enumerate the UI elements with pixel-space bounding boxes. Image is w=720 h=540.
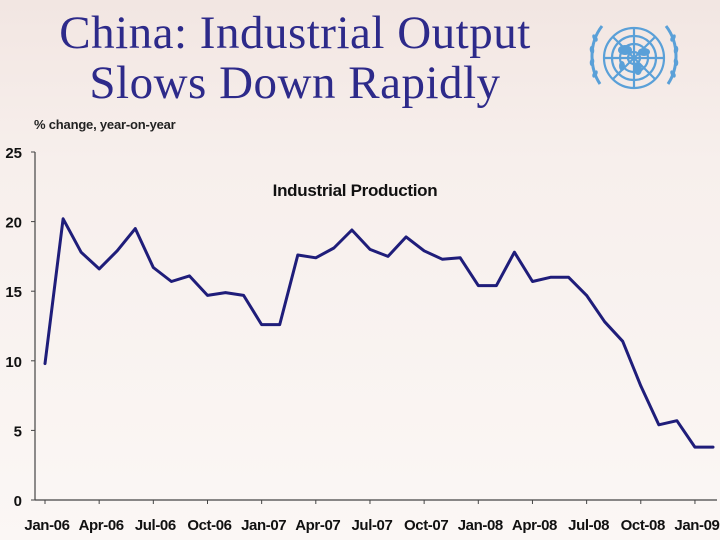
data-point [621,340,624,343]
data-point [440,257,444,261]
data-point [116,249,119,253]
data-point [549,276,552,279]
x-tick-label: Apr-08 [512,517,557,534]
data-point [152,266,155,269]
data-point [477,284,480,287]
y-tick-label: 10 [5,354,22,371]
data-point [188,274,191,278]
x-tick-label: Jul-07 [351,517,392,534]
data-point [404,235,408,239]
data-point [332,246,336,250]
data-point [134,227,137,230]
x-tick-label: Jan-07 [241,517,286,534]
series-line-industrial-production [43,217,715,449]
data-point [206,294,209,297]
data-point [224,291,227,294]
data-point [495,284,498,287]
slide-title: China: Industrial Output Slows Down Rapi… [0,8,590,108]
data-point [567,276,570,279]
data-point [368,248,372,251]
industrial-production-chart: 0 5 10 15 20 25 Jan-06 Apr-06 Jul-06 Oct-06 Jan-07… [0,112,720,540]
y-tick-label: 0 [14,493,22,510]
data-point [603,320,606,324]
data-point [459,256,462,259]
data-point [675,419,679,422]
data-point [61,217,65,221]
x-tick-label: Jan-09 [674,517,719,534]
data-point [79,251,83,254]
x-tick-label: Oct-07 [404,517,448,534]
data-point [585,294,588,297]
slide-title-line2: Slows Down Rapidly [89,57,501,109]
x-tick-label: Jan-06 [24,517,69,534]
y-tick-label: 25 [5,145,22,162]
data-point [657,423,661,427]
data-point [43,362,47,365]
data-point [639,384,642,388]
data-point [711,445,715,449]
chart-title: Industrial Production [272,181,438,200]
y-tick-label: 15 [5,284,22,301]
slide-title-line1: China: Industrial Output [59,7,531,59]
x-tick-label: Jul-08 [568,517,609,534]
x-tick-label: Oct-08 [621,517,665,534]
data-point [242,294,245,297]
data-point [531,280,534,283]
un-emblem-logo [578,14,690,106]
data-point [97,267,101,271]
x-tick-label: Jul-06 [135,517,176,534]
y-axis-label: % change, year-on-year [34,117,176,132]
data-point [693,445,697,449]
data-point [170,280,173,283]
data-point [278,323,281,326]
chart-svg: 0 5 10 15 20 25 Jan-06 Apr-06 Jul-06 Oct-06 Jan-07… [5,145,720,534]
y-tick-label: 20 [5,215,22,232]
data-point [422,249,426,253]
data-point [296,253,299,257]
data-point [350,228,354,232]
x-tick-label: Jan-08 [458,517,503,534]
data-point [513,251,516,254]
y-tick-label: 5 [14,423,22,440]
x-tick-label: Oct-06 [187,517,231,534]
x-tick-label: Apr-06 [79,517,124,534]
data-point [386,255,390,258]
data-point [260,323,263,326]
data-point [314,256,318,259]
x-tick-label: Apr-07 [295,517,340,534]
